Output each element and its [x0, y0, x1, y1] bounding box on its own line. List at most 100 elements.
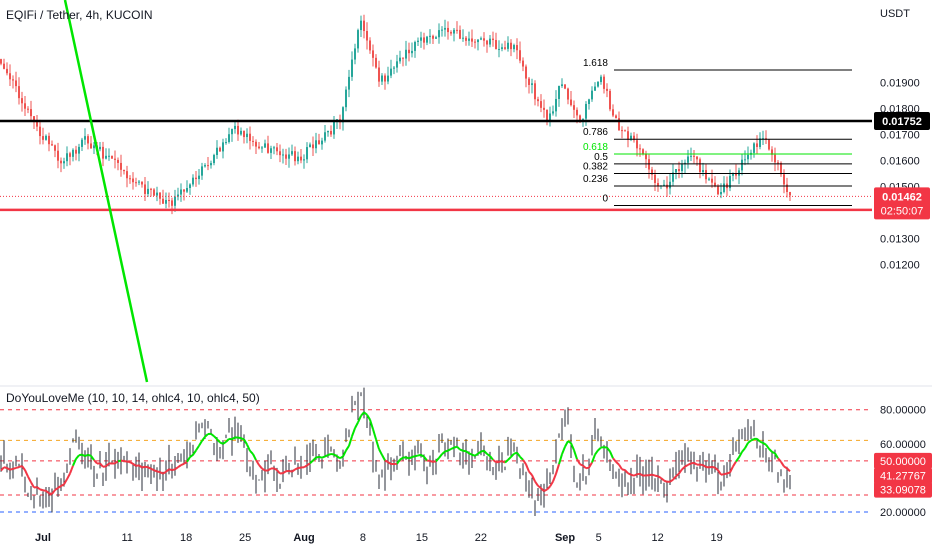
- candle-body: [417, 40, 419, 43]
- candle-body: [594, 86, 596, 91]
- oscillator-signal-segment: [729, 465, 734, 473]
- oscillator-signal-segment: [141, 465, 146, 469]
- oscillator-signal-segment: [720, 473, 725, 476]
- oscillator-signal-segment: [558, 453, 563, 465]
- oscillator-signal-segment: [441, 450, 446, 455]
- candle-body: [549, 113, 551, 122]
- oscillator-signal-segment: [594, 449, 599, 456]
- candle-body: [237, 125, 239, 135]
- candles-group: [0, 14, 791, 215]
- candle-body: [738, 170, 740, 176]
- candle-body: [564, 84, 566, 89]
- oscillator-signal-segment: [9, 467, 14, 471]
- candle-body: [114, 158, 116, 160]
- date-tick-label: 15: [416, 532, 428, 544]
- candle-body: [57, 150, 59, 161]
- candle-body: [189, 184, 191, 189]
- candle-body: [45, 135, 47, 140]
- oscillator-signal-segment: [189, 454, 194, 458]
- candle-body: [381, 75, 383, 82]
- oscillator-value-badge: [874, 467, 932, 484]
- oscillator-signal-segment: [570, 442, 575, 451]
- oscillator-signal-segment: [522, 459, 527, 465]
- date-tick-label: 11: [121, 532, 132, 544]
- candle-body: [357, 30, 359, 49]
- oscillator-signal-segment: [687, 462, 692, 466]
- candle-body: [249, 133, 251, 141]
- oscillator-signal-segment: [240, 437, 245, 441]
- candle-body: [147, 188, 149, 194]
- oscillator-signal-segment: [627, 472, 632, 476]
- candle-body: [606, 88, 608, 91]
- candle-body: [495, 40, 497, 50]
- candle-body: [399, 57, 401, 62]
- oscillator-signal-segment: [450, 446, 455, 450]
- oscillator-tick-label: 60.00000: [880, 439, 926, 451]
- candle-body: [516, 45, 518, 51]
- candle-body: [243, 130, 245, 138]
- candle-body: [651, 169, 653, 175]
- oscillator-signal-segment: [123, 459, 128, 463]
- candle-body: [354, 48, 356, 60]
- oscillator-signal-segment: [447, 448, 452, 452]
- oscillator-signal-segment: [681, 465, 686, 471]
- candle-body: [615, 115, 617, 119]
- candle-body: [729, 175, 731, 189]
- candle-body: [468, 38, 470, 41]
- price-level-badge: [874, 112, 930, 130]
- oscillator-signal-segment: [192, 449, 197, 456]
- candle-body: [66, 153, 68, 162]
- oscillator-signal-segment: [714, 466, 719, 471]
- candle-body: [120, 162, 122, 170]
- oscillator-signal-segment: [348, 435, 353, 447]
- oscillator-signal-segment: [435, 457, 440, 462]
- oscillator-signal-segment: [609, 451, 614, 459]
- oscillator-signal-segment: [384, 459, 389, 463]
- oscillator-signal-segment: [534, 480, 539, 487]
- candle-body: [219, 147, 221, 152]
- candle-body: [492, 38, 494, 41]
- oscillator-signal-segment: [777, 457, 782, 463]
- oscillator-signal-segment: [159, 471, 164, 475]
- candle-body: [75, 149, 77, 154]
- oscillator-signal-segment: [144, 465, 149, 469]
- oscillator-signal-segment: [648, 473, 653, 477]
- candle-body: [21, 98, 23, 104]
- candle-body: [555, 98, 557, 112]
- candle-body: [717, 186, 719, 195]
- oscillator-signal-segment: [528, 470, 533, 476]
- oscillator-signal-segment: [606, 446, 611, 453]
- oscillator-signal-segment: [162, 470, 167, 475]
- oscillator-signal-segment: [225, 438, 230, 443]
- oscillator-signal-segment: [345, 445, 350, 452]
- oscillator-signal-segment: [630, 473, 635, 477]
- oscillator-signal-segment: [195, 445, 200, 451]
- candle-body: [528, 78, 530, 85]
- candle-body: [366, 31, 368, 41]
- candle-body: [558, 85, 560, 99]
- candle-body: [387, 75, 389, 82]
- candle-body: [762, 138, 764, 140]
- oscillator-title: DoYouLoveMe (10, 10, 14, ohlc4, 10, ohlc…: [6, 391, 260, 405]
- candle-body: [642, 149, 644, 154]
- oscillator-pane[interactable]: [0, 387, 872, 516]
- oscillator-signal-segment: [129, 461, 134, 465]
- oscillator-signal-segment: [414, 454, 419, 458]
- oscillator-signal-segment: [597, 446, 602, 452]
- candle-body: [150, 188, 152, 190]
- oscillator-signal-segment: [738, 451, 743, 458]
- oscillator-signal-segment: [180, 462, 185, 467]
- oscillator-signal-segment: [288, 469, 293, 473]
- candle-body: [777, 162, 779, 164]
- candle-body: [732, 173, 734, 176]
- oscillator-signal-segment: [360, 411, 365, 417]
- candle-body: [786, 184, 788, 192]
- oscillator-signal-segment: [675, 472, 680, 478]
- candle-body: [216, 147, 218, 156]
- oscillator-signal-segment: [372, 428, 377, 440]
- candle-body: [153, 189, 155, 196]
- candle-body: [462, 37, 464, 39]
- candle-body: [639, 148, 641, 150]
